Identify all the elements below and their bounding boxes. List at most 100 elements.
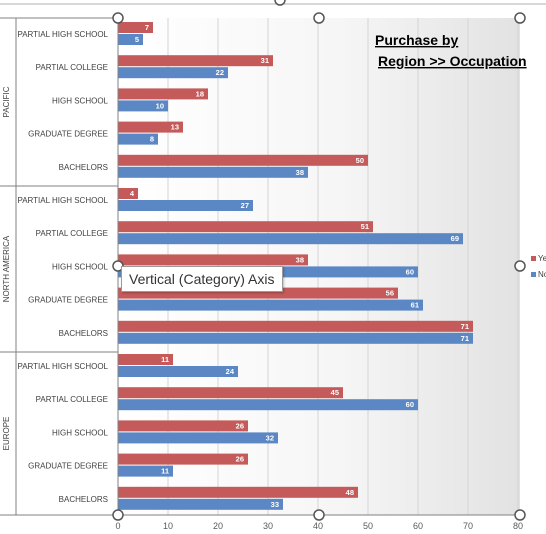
x-tick-label: 30 xyxy=(263,521,273,529)
resize-handle[interactable] xyxy=(514,12,526,24)
bar-ye xyxy=(118,387,343,399)
category-label: GRADUATE DEGREE xyxy=(28,462,108,471)
x-tick-label: 60 xyxy=(413,521,423,529)
bar-no xyxy=(118,166,308,178)
legend: Ye No xyxy=(531,254,546,279)
data-label: 8 xyxy=(150,135,154,144)
data-label: 45 xyxy=(331,388,339,397)
category-label: PARTIAL HIGH SCHOOL xyxy=(17,362,108,371)
x-tick-label: 10 xyxy=(163,521,173,529)
data-label: 38 xyxy=(296,168,304,177)
x-tick-label: 80 xyxy=(513,521,523,529)
bar-no xyxy=(118,366,238,377)
group-label: EUROPE xyxy=(2,417,11,451)
data-label: 71 xyxy=(461,322,469,331)
x-tick-label: 40 xyxy=(313,521,323,529)
data-label: 24 xyxy=(226,367,235,376)
data-label: 27 xyxy=(241,201,249,210)
bar-ye xyxy=(118,453,248,465)
data-label: 60 xyxy=(406,267,414,276)
bar-ye xyxy=(118,287,398,299)
category-axis[interactable]: PARTIAL HIGH SCHOOL PARTIAL COLLEGE HIGH S… xyxy=(17,18,119,515)
bar-ye xyxy=(118,121,183,133)
data-label: 5 xyxy=(135,35,139,44)
legend-label: No xyxy=(538,270,546,279)
bar-no xyxy=(118,332,473,344)
data-label: 61 xyxy=(411,301,419,310)
group-label: NORTH AMERICA xyxy=(2,235,11,302)
data-label: 4 xyxy=(130,189,135,198)
data-label: 26 xyxy=(236,421,244,430)
bar-ye xyxy=(118,22,153,33)
category-label: PARTIAL COLLEGE xyxy=(36,63,108,72)
data-label: 60 xyxy=(406,400,414,409)
axis-tooltip: Vertical (Category) Axis xyxy=(121,266,283,292)
x-tick-label: 50 xyxy=(363,521,373,529)
bar-ye xyxy=(118,88,208,100)
bar-no xyxy=(118,432,278,444)
data-label: 11 xyxy=(161,355,169,364)
resize-handle[interactable] xyxy=(313,12,325,24)
bar-no xyxy=(118,465,173,477)
resize-handle[interactable] xyxy=(514,260,526,272)
bar-ye xyxy=(118,188,138,199)
x-tick-label: 70 xyxy=(463,521,473,529)
data-label: 71 xyxy=(461,334,469,343)
bar-no xyxy=(118,100,168,112)
bar-ye xyxy=(118,420,248,432)
data-label: 38 xyxy=(296,255,304,264)
group-axis: PACIFIC NORTH AMERICA EUROPE xyxy=(0,17,118,516)
group-label: PACIFIC xyxy=(2,86,11,117)
bar-no xyxy=(118,233,463,245)
category-label: PARTIAL HIGH SCHOOL xyxy=(17,196,108,205)
bar-ye xyxy=(118,221,373,233)
resize-handle[interactable] xyxy=(112,509,124,521)
x-tick-label: 20 xyxy=(213,521,223,529)
legend-swatch xyxy=(531,256,536,261)
data-label: 33 xyxy=(271,500,279,509)
bar-no xyxy=(118,399,418,411)
bar-no xyxy=(118,299,423,311)
x-tick-label: 0 xyxy=(115,521,120,529)
data-label: 31 xyxy=(261,56,269,65)
data-label: 18 xyxy=(196,89,204,98)
bar-no xyxy=(118,498,283,510)
bar-ye xyxy=(118,354,173,365)
category-label: HIGH SCHOOL xyxy=(52,262,109,271)
category-label: BACHELORS xyxy=(59,329,108,338)
bar-no xyxy=(118,34,143,45)
legend-swatch xyxy=(531,272,536,277)
bar-no xyxy=(118,200,253,211)
data-labels: 75 31 22 18 10 13 8 50 38 4 27 51 69 38 60 56 61 71 71 11 24… xyxy=(130,23,469,509)
resize-handle[interactable] xyxy=(514,509,526,521)
data-label: 69 xyxy=(451,234,459,243)
bar-ye xyxy=(118,486,358,498)
data-label: 50 xyxy=(356,156,364,165)
bar-ye xyxy=(118,55,273,67)
data-label: 13 xyxy=(171,123,179,132)
data-label: 51 xyxy=(361,222,369,231)
bar-ye xyxy=(118,254,308,266)
legend-label: Ye xyxy=(538,254,546,263)
category-label: HIGH SCHOOL xyxy=(52,96,109,105)
category-label: BACHELORS xyxy=(59,495,108,504)
resize-handle[interactable] xyxy=(112,12,124,24)
chart-title-line-1: Purchase by xyxy=(375,32,458,48)
selection-handles[interactable] xyxy=(0,0,546,521)
bar-no xyxy=(118,133,158,145)
data-label: 7 xyxy=(145,23,149,32)
resize-handle[interactable] xyxy=(274,0,286,6)
data-label: 26 xyxy=(236,455,244,464)
bar-no xyxy=(118,67,228,79)
data-label: 22 xyxy=(216,68,224,77)
resize-handle[interactable] xyxy=(313,509,325,521)
category-label: PARTIAL HIGH SCHOOL xyxy=(17,30,108,39)
category-label: GRADUATE DEGREE xyxy=(28,130,108,139)
category-label: PARTIAL COLLEGE xyxy=(36,229,108,238)
category-label: PARTIAL COLLEGE xyxy=(36,395,108,404)
chart-title-line-2: Region >> Occupation xyxy=(378,53,527,69)
category-label: BACHELORS xyxy=(59,163,108,172)
data-label: 10 xyxy=(156,101,164,110)
